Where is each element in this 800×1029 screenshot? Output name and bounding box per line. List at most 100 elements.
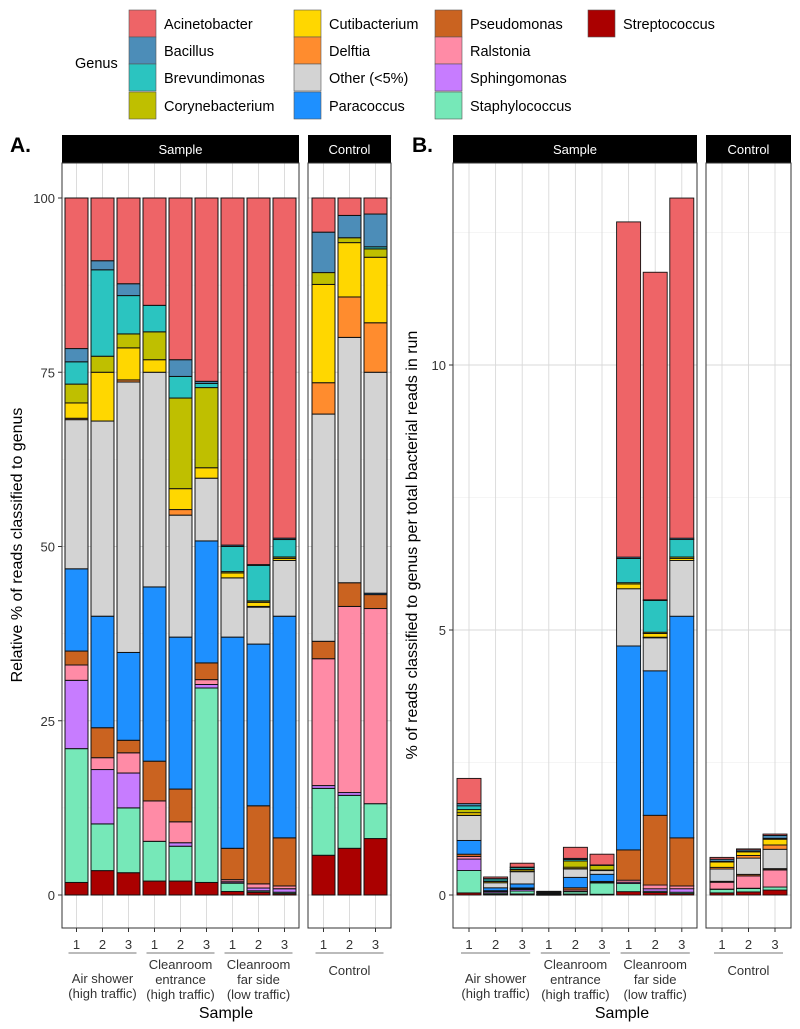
stacked-bar — [616, 221, 642, 896]
bar-segment-pseudomonas — [363, 594, 388, 610]
bar-segment-paracoccus — [509, 883, 535, 889]
x-tick-label: 1 — [625, 937, 632, 952]
stacked-bar — [90, 197, 115, 896]
stacked-bar — [363, 197, 388, 896]
group-label: Cleanroom — [623, 957, 687, 972]
bar-segment-ralstonia — [246, 883, 271, 889]
bar-segment-brevundimonas — [90, 269, 115, 357]
bar-segment-bacillus — [168, 359, 193, 377]
bar-segment-pseudomonas — [616, 849, 642, 881]
bar-segment-other — [246, 606, 271, 645]
bar-segment-corynebacterium — [363, 248, 388, 258]
bar-segment-streptococcus — [220, 891, 245, 896]
bar-segment-staphylococcus — [337, 794, 362, 849]
bar-segment-sphingomonas — [194, 684, 219, 689]
bar-segment-streptococcus — [64, 881, 89, 896]
x-tick-label: 1 — [73, 937, 80, 952]
stacked-bar — [669, 197, 695, 896]
bar-segment-paracoccus — [246, 643, 271, 807]
x-tick-label: 2 — [255, 937, 262, 952]
x-tick-label: 1 — [545, 937, 552, 952]
bar-segment-sphingomonas — [456, 858, 482, 871]
bar-segment-sphingomonas — [168, 842, 193, 847]
bar-segment-staphylococcus — [194, 687, 219, 883]
bar-segment-pseudomonas — [194, 662, 219, 681]
group-label: Cleanroom — [149, 957, 213, 972]
bar-segment-streptococcus — [168, 880, 193, 896]
stacked-bar — [220, 197, 245, 896]
x-tick-label: 1 — [465, 937, 472, 952]
y-tick-label: 75 — [41, 365, 55, 380]
x-tick-label: 3 — [519, 937, 526, 952]
bar-segment-pseudomonas — [168, 788, 193, 823]
bar-segment-corynebacterium — [194, 387, 219, 469]
bar-segment-streptococcus — [116, 872, 141, 896]
stacked-bar — [483, 876, 509, 896]
stacked-bar — [142, 197, 167, 896]
bar-segment-staphylococcus — [589, 882, 615, 895]
legend-key-11 — [434, 91, 463, 120]
bar-segment-other — [669, 560, 695, 617]
group-label: (high traffic) — [541, 987, 609, 1002]
bar-segment-delftia — [363, 322, 388, 373]
bar-segment-acinetobacter — [246, 197, 271, 566]
group-label: far side — [634, 972, 677, 987]
bar-segment-acinetobacter — [168, 197, 193, 361]
bar-segment-other — [709, 868, 735, 882]
bar-segment-cutibacterium — [642, 632, 668, 638]
panel-a-label: A. — [10, 134, 31, 157]
bar-segment-other — [116, 381, 141, 653]
legend-key-4 — [293, 9, 322, 38]
bar-segment-brevundimonas — [272, 539, 297, 558]
bar-segment-acinetobacter — [116, 197, 141, 285]
bar-segment-other — [562, 868, 588, 878]
bar-segment-brevundimonas — [669, 539, 695, 558]
bar-segment-other — [194, 477, 219, 542]
legend-key-7 — [293, 91, 322, 120]
bar-segment-acinetobacter — [363, 197, 388, 215]
x-tick-label: 3 — [598, 937, 605, 952]
bar-segment-cutibacterium — [90, 371, 115, 422]
bar-segment-corynebacterium — [562, 860, 588, 868]
bar-segment-other — [483, 882, 509, 889]
bar-segment-paracoccus — [168, 636, 193, 790]
legend-key-6 — [293, 63, 322, 92]
bar-segment-acinetobacter — [762, 833, 788, 836]
bar-segment-ralstonia — [90, 757, 115, 771]
bar-segment-streptococcus — [90, 870, 115, 896]
stacked-bar — [456, 777, 482, 896]
bar-segment-cutibacterium — [168, 488, 193, 511]
bar-segment-brevundimonas — [64, 361, 89, 385]
x-tick-label: 3 — [372, 937, 379, 952]
stacked-bar — [736, 848, 761, 896]
x-tick-label: 1 — [151, 937, 158, 952]
y-tick-label: 50 — [41, 540, 55, 555]
bar-segment-streptococcus — [363, 838, 388, 896]
bar-segment-streptococcus — [194, 881, 219, 896]
bar-segment-other — [337, 336, 362, 584]
bar-segment-sphingomonas — [90, 769, 115, 825]
stacked-bar — [64, 197, 89, 896]
bar-segment-sphingomonas — [64, 679, 89, 750]
bar-segment-staphylococcus — [762, 886, 788, 891]
bar-segment-acinetobacter — [736, 848, 761, 851]
bar-segment-acinetobacter — [536, 890, 562, 893]
bar-segment-streptococcus — [337, 847, 362, 896]
legend-key-3 — [128, 91, 157, 120]
bar-segment-acinetobacter — [642, 271, 668, 601]
bar-segment-acinetobacter — [509, 862, 535, 868]
bar-segment-corynebacterium — [90, 355, 115, 373]
bar-segment-paracoccus — [116, 651, 141, 741]
legend-label: Pseudomonas — [470, 17, 563, 33]
bar-segment-bacillus — [90, 260, 115, 271]
bar-segment-acinetobacter — [483, 876, 509, 880]
bar-segment-acinetobacter — [142, 197, 167, 306]
bar-segment-cutibacterium — [616, 583, 642, 590]
bar-segment-paracoccus — [616, 645, 642, 851]
bar-segment-staphylococcus — [64, 748, 89, 883]
facet-strip-label: Control — [728, 142, 770, 157]
bar-segment-delftia — [168, 509, 193, 516]
legend-key-1 — [128, 36, 157, 65]
legend-label: Sphingomonas — [470, 71, 567, 87]
